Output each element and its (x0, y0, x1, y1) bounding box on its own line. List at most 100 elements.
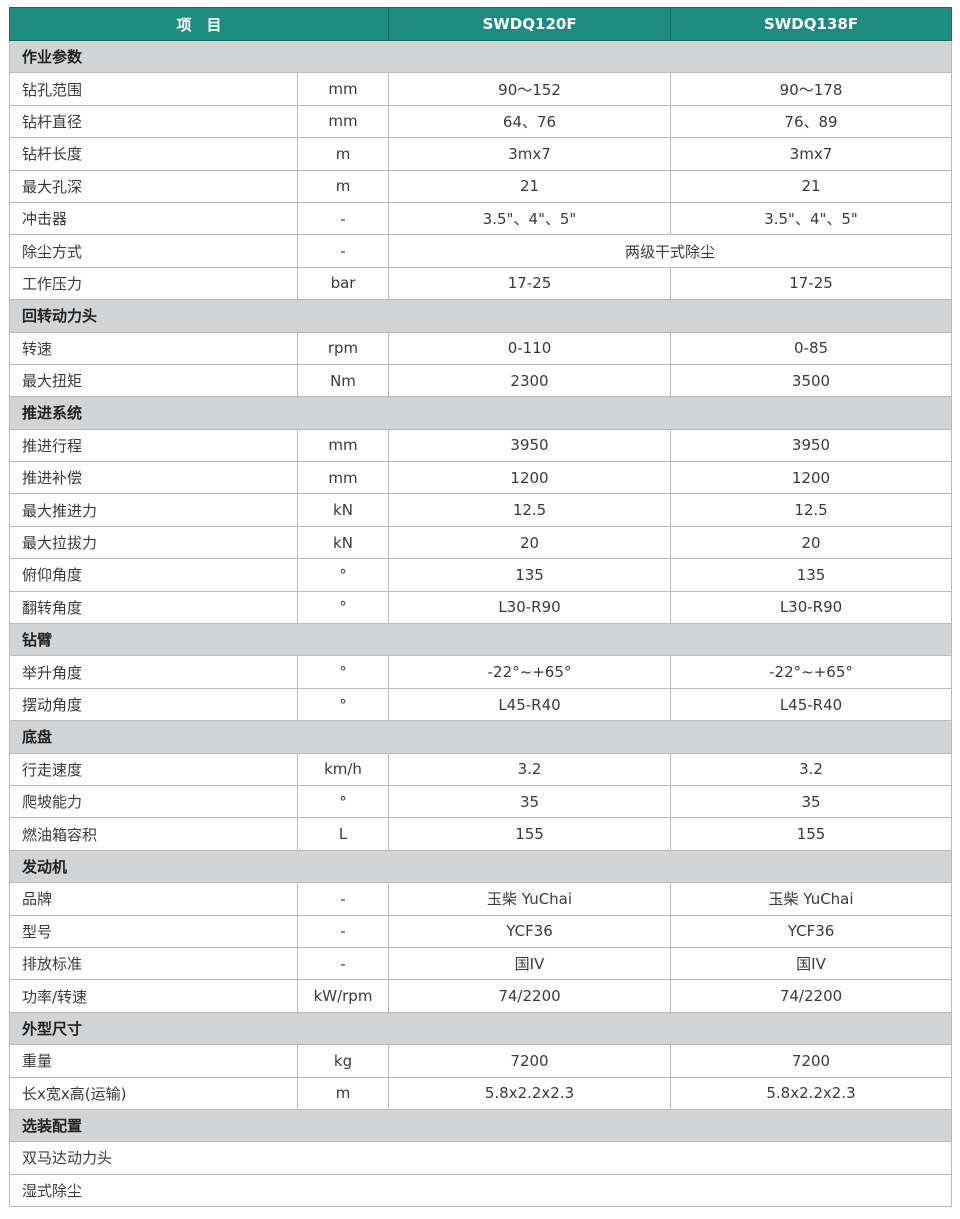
section-header: 底盘 (8, 720, 953, 754)
param-name: 最大孔深 (9, 169, 298, 203)
spec-table: 项 目 SWDQ120F SWDQ138F 作业参数 钻孔范围 mm 90～152 90… (8, 7, 953, 1208)
table-row: 长x宽x高(运输) m 5.8x2.2x2.3 5.8x2.2x2.3 (9, 1076, 953, 1110)
param-name: 俯仰角度 (9, 558, 298, 592)
param-name: 钻杆长度 (9, 137, 298, 171)
table-row: 翻转角度 ° L30-R90 L30-R90 (9, 590, 953, 625)
param-value-a: 7200 (388, 1044, 672, 1078)
param-unit: ° (296, 784, 390, 819)
param-unit: ° (296, 655, 390, 689)
param-value-b: 0-85 (670, 331, 953, 365)
param-unit: - (296, 946, 390, 981)
section-header: 发动机 (8, 849, 953, 884)
section-title: 钻臂 (8, 623, 953, 657)
param-value-a: 74/2200 (388, 979, 672, 1013)
param-value-a: 5.8x2.2x2.3 (388, 1076, 672, 1110)
table-row: 推进补偿 mm 1200 1200 (9, 461, 953, 495)
param-value-a: 玉柴 YuChai (388, 882, 672, 916)
table-row: 转速 rpm 0-110 0-85 (9, 331, 953, 365)
param-value-b: 21 (670, 169, 953, 203)
param-value-b: 3mx7 (670, 137, 953, 171)
param-value-a: 2300 (388, 363, 672, 398)
param-name: 推进补偿 (9, 461, 298, 495)
param-value-a: L45-R40 (388, 687, 672, 722)
param-unit: L (296, 817, 390, 851)
param-unit: kW/rpm (296, 979, 390, 1013)
param-name: 举升角度 (9, 655, 298, 689)
param-name: 钻孔范围 (9, 72, 298, 106)
param-unit: kN (296, 493, 390, 527)
param-name: 功率/转速 (9, 979, 298, 1013)
param-value-a: L30-R90 (388, 590, 672, 625)
param-unit: mm (296, 72, 390, 106)
param-name: 推进行程 (9, 428, 298, 463)
table-row: 摆动角度 ° L45-R40 L45-R40 (9, 687, 953, 722)
param-name: 转速 (9, 331, 298, 365)
param-name: 冲击器 (9, 201, 298, 236)
table-row: 钻杆直径 mm 64、76 76、89 (9, 104, 953, 139)
param-unit: mm (296, 461, 390, 495)
param-value-a: 3950 (388, 428, 672, 463)
param-unit: km/h (296, 752, 390, 786)
section-title: 选装配置 (8, 1108, 953, 1143)
param-value-b: 3.5"、4"、5" (670, 201, 953, 236)
param-name: 钻杆直径 (9, 104, 298, 139)
param-value-b: 5.8x2.2x2.3 (670, 1076, 953, 1110)
section-header: 推进系统 (8, 396, 953, 430)
table-row: 功率/转速 kW/rpm 74/2200 74/2200 (9, 979, 953, 1013)
table-row: 钻杆长度 m 3mx7 3mx7 (9, 137, 953, 171)
param-value-b: 135 (670, 558, 953, 592)
section-title: 推进系统 (8, 396, 953, 430)
param-value-b: L30-R90 (670, 590, 953, 625)
param-unit: Nm (296, 363, 390, 398)
param-unit: mm (296, 428, 390, 463)
option-name: 湿式除尘 (8, 1173, 953, 1208)
table-row: 最大拉拔力 kN 20 20 (9, 525, 953, 560)
param-value-b: 3950 (670, 428, 953, 463)
header-item: 项 目 (8, 7, 390, 41)
table-row: 爬坡能力 ° 35 35 (9, 784, 953, 819)
param-value-a: 3mx7 (388, 137, 672, 171)
param-value-b: 74/2200 (670, 979, 953, 1013)
param-name: 最大推进力 (9, 493, 298, 527)
table-row: 工作压力 bar 17-25 17-25 (9, 266, 953, 301)
section-header: 作业参数 (8, 39, 953, 74)
param-unit: kN (296, 525, 390, 560)
table-row: 俯仰角度 ° 135 135 (9, 558, 953, 592)
param-unit: bar (296, 266, 390, 301)
param-unit: ° (296, 590, 390, 625)
option-name: 双马达动力头 (8, 1141, 953, 1175)
param-value-a: 35 (388, 784, 672, 819)
param-name: 长x宽x高(运输) (9, 1076, 298, 1110)
param-value-a: 64、76 (388, 104, 672, 139)
section-title: 外型尺寸 (8, 1011, 953, 1046)
table-row: 推进行程 mm 3950 3950 (9, 428, 953, 463)
option-row: 湿式除尘 (8, 1173, 953, 1208)
param-name: 行走速度 (9, 752, 298, 786)
section-title: 作业参数 (8, 39, 953, 74)
table-row: 最大孔深 m 21 21 (9, 169, 953, 203)
param-value-a: 12.5 (388, 493, 672, 527)
param-value-a: 3.2 (388, 752, 672, 786)
table-row: 排放标准 - 国IV 国IV (9, 946, 953, 981)
table-row: 型号 - YCF36 YCF36 (9, 914, 953, 948)
table-row: 品牌 - 玉柴 YuChai 玉柴 YuChai (9, 882, 953, 916)
table-row: 最大扭矩 Nm 2300 3500 (9, 363, 953, 398)
param-name: 品牌 (9, 882, 298, 916)
param-value-b: 76、89 (670, 104, 953, 139)
param-name: 排放标准 (9, 946, 298, 981)
param-value-b: 3.2 (670, 752, 953, 786)
param-value-a: 0-110 (388, 331, 672, 365)
header-model-b: SWDQ138F (670, 7, 953, 41)
param-value-b: 12.5 (670, 493, 953, 527)
param-name: 型号 (9, 914, 298, 948)
param-value-b: 国IV (670, 946, 953, 981)
param-name: 工作压力 (9, 266, 298, 301)
section-header: 选装配置 (8, 1108, 953, 1143)
param-value-b: 155 (670, 817, 953, 851)
param-value-a: 3.5"、4"、5" (388, 201, 672, 236)
param-value-b: 90～178 (670, 72, 953, 106)
param-name: 爬坡能力 (9, 784, 298, 819)
param-unit: m (296, 1076, 390, 1110)
param-value-merged: 两级干式除尘 (388, 234, 953, 268)
section-title: 发动机 (8, 849, 953, 884)
